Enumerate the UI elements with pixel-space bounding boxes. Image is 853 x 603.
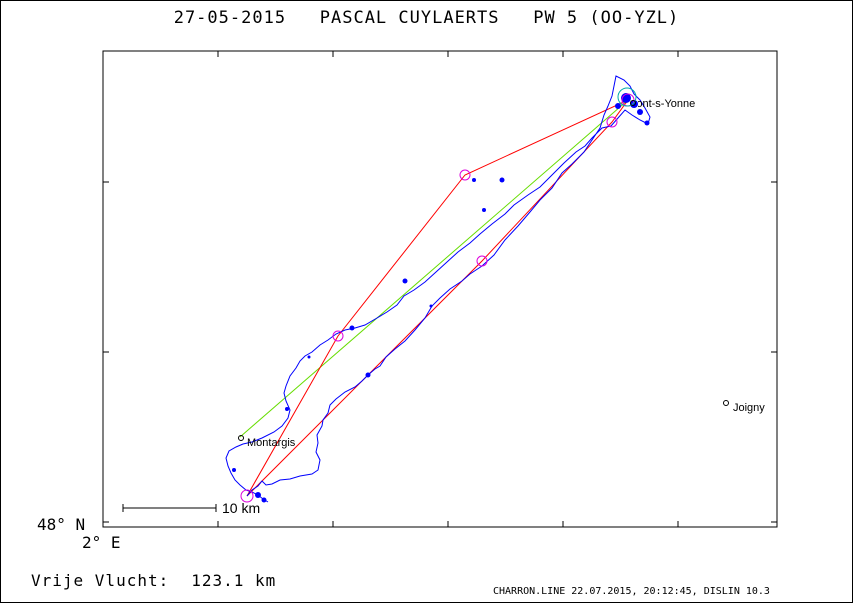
- free-flight-line: [239, 99, 629, 438]
- town-label-joigny: Joigny: [733, 402, 765, 414]
- distance-value: 123.1 km: [191, 571, 277, 590]
- town-marker-joigny: [723, 400, 729, 406]
- turnpoint-circles: [240, 93, 635, 503]
- town-marker-pont-s-yonne: [630, 100, 636, 106]
- plot-frame: [102, 50, 778, 528]
- scale-label: 10 km: [222, 500, 261, 516]
- town-marker-montargis: [238, 435, 244, 441]
- town-label-pont-s-yonne: Pont-s-Yonne: [629, 98, 696, 110]
- distance-label: Vrije Vlucht:: [31, 571, 170, 590]
- town-label-montargis: Montargis: [247, 437, 296, 449]
- flight-title: 27-05-2015 PASCAL CUYLAERTS PW 5 (OO-YZL…: [173, 8, 680, 28]
- longitude-label: 2° E: [82, 533, 121, 552]
- gps-track: [225, 75, 651, 503]
- task-polygon: [246, 98, 630, 497]
- start-cylinder: [617, 87, 637, 107]
- scale-bar: [122, 504, 217, 512]
- axis-ticks: [103, 51, 777, 527]
- footer-info: CHARRON.LINE 22.07.2015, 20:12:45, DISLI…: [493, 586, 770, 597]
- latitude-label: 48° N: [37, 515, 86, 534]
- free-flight-distance: Vrije Vlucht: 123.1 km: [31, 571, 276, 590]
